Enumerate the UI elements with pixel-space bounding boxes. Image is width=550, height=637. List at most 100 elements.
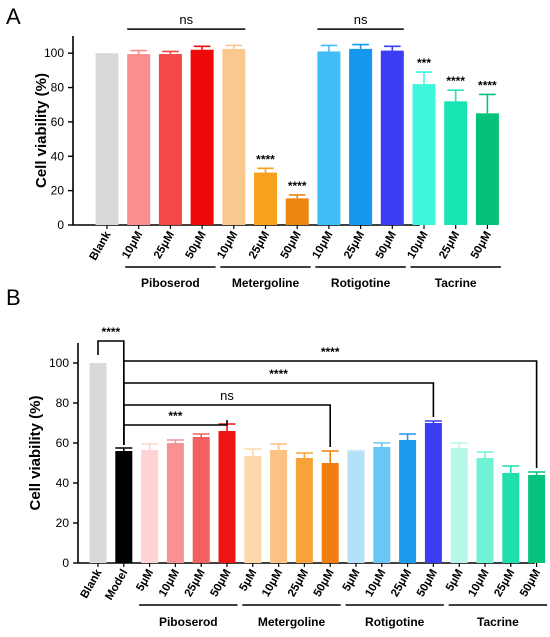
bar — [476, 458, 494, 563]
y-tick-label: 80 — [56, 396, 70, 410]
bar — [158, 54, 182, 225]
bar — [127, 54, 151, 225]
group-label: Rotigotine — [331, 276, 391, 290]
significance-label: **** — [446, 74, 465, 88]
category-label: 50μM — [518, 568, 543, 599]
y-tick-label: 60 — [56, 436, 70, 450]
group-label: Metergoline — [232, 276, 300, 290]
category-label: 25μM — [437, 230, 462, 261]
comparison-label: **** — [321, 345, 340, 359]
group-label: Rotigotine — [365, 615, 425, 629]
category-label: Blank — [88, 229, 114, 263]
bar — [475, 113, 499, 225]
y-tick-label: 100 — [49, 356, 69, 370]
bar — [89, 363, 107, 563]
significance-label: **** — [288, 179, 307, 193]
category-label: 10μM — [405, 230, 430, 261]
group-label: Metergoline — [258, 615, 326, 629]
bar — [270, 450, 288, 563]
bar — [115, 451, 133, 563]
chart-panel-b: 0 20 40 60 80 100 Cell viability (%) BlankModel… — [27, 325, 548, 629]
category-label: 50μM — [184, 230, 209, 261]
category-label: 50μM — [469, 230, 494, 261]
comparison-label: **** — [269, 367, 288, 381]
y-tick-label: 20 — [51, 184, 65, 198]
category-label: 25μM — [342, 230, 367, 261]
bar — [222, 48, 246, 225]
bar — [412, 84, 436, 225]
bar — [141, 450, 159, 563]
bar — [295, 458, 313, 563]
panel-letter-a: A — [6, 4, 21, 29]
comparison-label: ns — [220, 388, 234, 403]
category-label: Model — [103, 568, 130, 603]
category-label: 5μM — [341, 568, 363, 594]
bar — [424, 423, 442, 563]
comparison-label: **** — [102, 325, 121, 339]
y-tick-label: 0 — [57, 218, 64, 232]
category-label: 25μM — [389, 568, 414, 599]
y-tick-label: 100 — [44, 46, 64, 60]
bar — [254, 172, 277, 225]
bar — [285, 198, 309, 225]
category-label: 50μM — [374, 230, 399, 261]
bar — [502, 473, 520, 563]
category-label: 10μM — [157, 568, 182, 599]
category-label: 25μM — [247, 230, 272, 261]
bar — [95, 53, 119, 225]
group-label: Piboserod — [159, 615, 218, 629]
bar — [380, 50, 404, 225]
y-tick-label: 40 — [56, 476, 70, 490]
bar — [321, 463, 339, 563]
y-tick-label: 0 — [62, 556, 69, 570]
y-tick-label: 40 — [51, 149, 65, 163]
category-label: 25μM — [183, 568, 208, 599]
category-label: 10μM — [120, 230, 145, 261]
bar — [192, 437, 210, 563]
y-tick-label: 20 — [56, 516, 70, 530]
category-label: 25μM — [492, 568, 517, 599]
group-label: Tacrine — [435, 276, 477, 290]
significance-label: **** — [478, 78, 497, 92]
y-axis-label: Cell viability (%) — [27, 395, 44, 510]
bar — [190, 49, 214, 225]
bar — [166, 443, 184, 563]
category-label: 50μM — [279, 230, 304, 261]
bar — [373, 447, 391, 563]
comparison-bracket — [123, 420, 228, 445]
category-label: 10μM — [215, 230, 240, 261]
comparison-label: *** — [168, 409, 182, 423]
category-label: 10μM — [466, 568, 491, 599]
comparison-label: ns — [179, 12, 193, 27]
category-label: 50μM — [415, 568, 440, 599]
y-axis-label: Cell viability (%) — [33, 73, 50, 188]
category-label: 50μM — [208, 568, 233, 599]
bar — [349, 48, 373, 225]
category-label: 25μM — [286, 568, 311, 599]
category-label: 50μM — [312, 568, 337, 599]
group-label: Piboserod — [141, 276, 200, 290]
category-label: 5μM — [237, 568, 259, 594]
category-label: 5μM — [134, 568, 156, 594]
significance-label: **** — [256, 152, 275, 166]
bar — [317, 51, 341, 225]
category-label: 25μM — [152, 230, 177, 261]
category-label: Blank — [79, 567, 105, 601]
panel-letter-b: B — [6, 285, 21, 310]
y-tick-label: 80 — [51, 81, 65, 95]
y-tick-label: 60 — [51, 115, 65, 129]
bar — [218, 431, 236, 563]
comparison-label: ns — [354, 12, 368, 27]
category-label: 5μM — [444, 568, 466, 594]
bar — [444, 101, 468, 225]
category-label: 10μM — [363, 568, 388, 599]
bar — [347, 452, 365, 563]
category-label: 10μM — [310, 230, 335, 261]
group-label: Tacrine — [477, 615, 519, 629]
category-label: 10μM — [260, 568, 285, 599]
bar — [528, 475, 546, 563]
significance-label: *** — [417, 56, 431, 70]
bar — [244, 456, 262, 563]
